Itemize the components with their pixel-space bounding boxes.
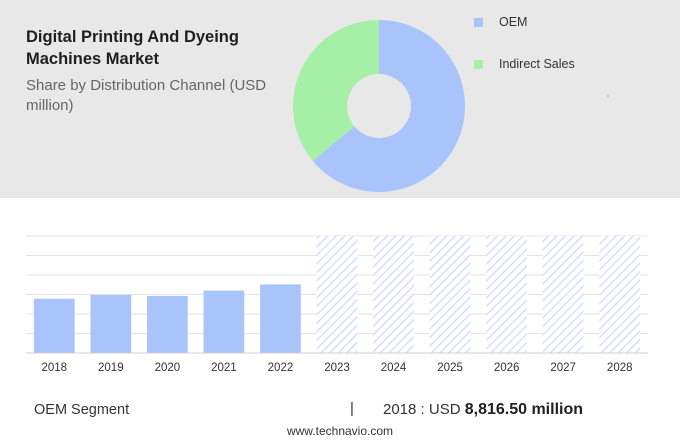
forecast-bar-2023 [316, 236, 358, 353]
x-tick-2019: 2019 [98, 362, 124, 374]
legend-swatch-indirect-sales [474, 59, 483, 69]
x-tick-2026: 2026 [494, 362, 520, 374]
forecast-bar-2024 [373, 236, 414, 353]
forecast-bar-2027 [542, 236, 584, 353]
x-tick-2022: 2022 [268, 362, 294, 374]
legend-label-indirect-sales: Indirect Sales [499, 57, 575, 71]
x-tick-2021: 2021 [211, 362, 237, 374]
bar-2020 [147, 295, 188, 353]
chart-title: Digital Printing And Dyeing Machines Mar… [26, 28, 239, 68]
forecast-bar-2025 [429, 236, 471, 353]
donut-slice-indirect-sales [293, 20, 379, 161]
x-tick-2018: 2018 [41, 362, 67, 374]
source-link[interactable]: www.technavio.com [286, 424, 394, 438]
legend-item-indirect-sales: Indirect Sales [474, 54, 575, 74]
bar-2022 [260, 284, 301, 353]
donut-slice-oem [312, 20, 465, 192]
segment-label: OEM Segment [34, 402, 130, 418]
segment-value: 2018 : USD 8,816.50 million [383, 401, 583, 419]
bar-chart: 2018 2019 2020 2021 2022 2023 2024 2025 2026 2027… [26, 235, 648, 374]
segment-year-prefix: 2018 : USD [383, 401, 465, 418]
forecast-bar-2028 [599, 236, 641, 353]
footer-separator: | [350, 400, 354, 417]
forecast-bar-2026 [486, 236, 527, 353]
x-tick-2023: 2023 [324, 362, 350, 374]
legend: OEM Indirect Sales [474, 12, 575, 96]
donut-chart [293, 20, 465, 192]
bar-2019 [90, 294, 132, 353]
bar-2021 [203, 290, 245, 353]
bar-2018 [33, 298, 75, 353]
chart-subtitle: Share by Distribution Channel (USD milli… [26, 77, 267, 114]
x-tick-2028: 2028 [607, 362, 633, 374]
legend-item-oem: OEM [474, 12, 575, 32]
x-tick-2020: 2020 [155, 362, 181, 374]
x-tick-2027: 2027 [550, 362, 576, 374]
legend-label-oem: OEM [499, 15, 528, 29]
x-tick-2024: 2024 [381, 362, 407, 374]
x-tick-2025: 2025 [437, 362, 463, 374]
segment-value-amount: 8,816.50 million [464, 401, 583, 418]
decorative-dot [607, 95, 609, 97]
legend-swatch-oem [474, 17, 483, 27]
